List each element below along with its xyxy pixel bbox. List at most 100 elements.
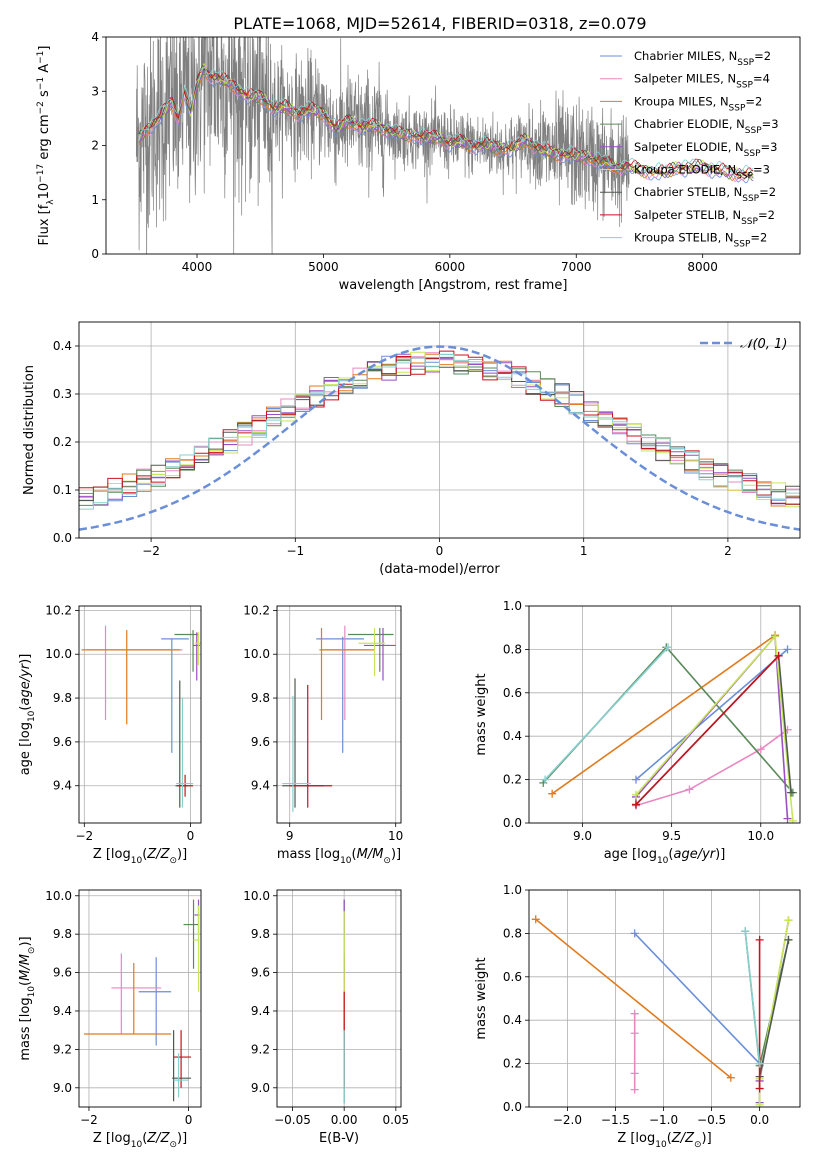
- label-span: =2: [750, 231, 767, 245]
- x-axis-label: (data-model)/error: [379, 562, 500, 577]
- x-tick-label: −0.05: [274, 1113, 311, 1127]
- weight-marker: [664, 643, 673, 652]
- y-tick-label: 9.8: [251, 691, 270, 705]
- label-subscript: ⊙: [169, 1140, 177, 1150]
- x-tick-label: 5000: [308, 260, 339, 274]
- x-tick-label: 10: [388, 829, 403, 843]
- model-spectrum-line-1: [138, 73, 754, 184]
- weight-line-5: [635, 634, 789, 819]
- label-span: =2: [754, 49, 771, 63]
- y-tick-label: 9.4: [53, 1004, 72, 1018]
- label-span: erg cm: [37, 114, 52, 163]
- weight-marker: [726, 1073, 735, 1082]
- y-tick-label: 0: [91, 247, 99, 261]
- label-span: =3: [762, 117, 779, 131]
- label-span: =3: [761, 140, 778, 154]
- label-span: Chabrier ELODIE, N: [634, 117, 745, 131]
- plot-area: [83, 899, 200, 1102]
- weight-line-3: [535, 918, 732, 1079]
- label-subscript: SSP: [744, 149, 761, 159]
- label-span: Kroupa STELIB, N: [634, 231, 734, 245]
- label-span: M/M: [357, 847, 384, 862]
- weight-line-7: [758, 939, 790, 1077]
- weight-marker: [630, 1085, 639, 1094]
- label-span: )]: [18, 936, 33, 946]
- plot-area: [531, 915, 793, 1107]
- x-tick-label: 9: [286, 829, 294, 843]
- grid: [277, 890, 401, 1107]
- y-tick-label: 1.0: [503, 883, 522, 897]
- label-span: )]: [177, 1131, 187, 1146]
- legend-entry: Chabrier STELIB, NSSP=2: [634, 185, 776, 204]
- label-span: =2: [758, 208, 775, 222]
- x-tick-label: 0.05: [382, 1113, 409, 1127]
- mass-vs-ebv-panel: −0.05 0.00 0.05 9.0 9.2 9.4 9.6 9.8 10.0 E(B-V): [243, 889, 409, 1146]
- x-tick-label: 9.5: [662, 829, 681, 843]
- x-tick-label: −2.0: [553, 1113, 582, 1127]
- label-span: s: [37, 90, 52, 101]
- label-subscript: 10: [131, 856, 143, 866]
- label-span: Z/Z: [146, 1131, 170, 1146]
- y-tick-label: 10.0: [243, 647, 270, 661]
- weight-marker: [771, 632, 780, 641]
- model-spectrum-line-8: [138, 68, 754, 176]
- y-tick-label: 4: [91, 30, 99, 44]
- legend-entry: Salpeter MILES, NSSP=4: [634, 72, 770, 91]
- label-span: Salpeter ELODIE, N: [634, 140, 744, 154]
- y-tick-label: 9.2: [53, 1042, 72, 1056]
- x-tick-label: 0.00: [331, 1113, 358, 1127]
- x-tick-label: −2: [142, 544, 160, 558]
- label-subscript: −17: [36, 164, 46, 183]
- label-span: Z [log: [93, 847, 131, 862]
- x-tick-label: −1.5: [601, 1113, 630, 1127]
- label-span: mass weight: [474, 957, 489, 1039]
- gaussian-curve: [79, 345, 800, 531]
- label-span: Kroupa ELODIE, N: [634, 163, 736, 177]
- label-subscript: SSP: [736, 81, 753, 91]
- axes-frame: [276, 889, 402, 1108]
- age-vs-metallicity-panel: −2 09.49.69.810.010.2Z [log10(Z/Z⊙)]age […: [18, 603, 202, 866]
- weight-marker: [783, 814, 792, 823]
- label-span: ]: [37, 46, 52, 51]
- y-tick-label: 9.0: [53, 1081, 72, 1095]
- y-tick-label: 10.0: [45, 889, 72, 903]
- label-subscript: SSP: [729, 103, 746, 113]
- label-subscript: SSP: [737, 58, 754, 68]
- y-tick-label: 1: [91, 193, 99, 207]
- x-tick-label: 0: [187, 829, 195, 843]
- y-tick-label: 0.4: [53, 339, 72, 353]
- y-tick-label: 9.6: [251, 735, 270, 749]
- label-span: wavelength [Angstrom, rest frame]: [339, 278, 568, 293]
- y-tick-label: 9.6: [53, 966, 72, 980]
- axes-frame: [105, 36, 801, 255]
- label-span: (: [18, 706, 33, 711]
- y-tick-label: 10.2: [243, 603, 270, 617]
- plot-layer: 4000 5000 6000 7000 8000 0 1 2 3 4 wavelength [Ang…: [18, 30, 801, 1150]
- label-span: (data-model)/error: [379, 562, 500, 577]
- x-tick-label: 0.0: [750, 1113, 769, 1127]
- x-axis-label: mass [log10(M/M⊙)]: [277, 847, 401, 866]
- x-tick-label: −1.0: [649, 1113, 678, 1127]
- y-tick-label: 9.2: [251, 1042, 270, 1056]
- y-tick-label: 0.2: [503, 773, 522, 787]
- weight-marker: [755, 935, 764, 944]
- weight-marker: [631, 800, 640, 809]
- weight-marker: [783, 645, 792, 654]
- label-span: (: [352, 847, 357, 862]
- y-tick-label: 9.0: [251, 1081, 270, 1095]
- label-span: Salpeter MILES, N: [634, 72, 736, 86]
- y-tick-label: 0.0: [53, 531, 72, 545]
- label-span: Z/Z: [146, 847, 170, 862]
- label-subscript: 10: [340, 856, 352, 866]
- label-subscript: SSP: [736, 172, 753, 182]
- weight-line-2: [635, 729, 788, 807]
- label-span: E(B-V): [319, 1131, 359, 1146]
- label-subscript: 10: [655, 1140, 667, 1150]
- label-span: Z [log: [617, 1131, 655, 1146]
- y-tick-label: 9.4: [251, 1004, 270, 1018]
- label-subscript: SSP: [742, 194, 759, 204]
- histogram-step-9: [79, 354, 800, 510]
- label-span: Salpeter STELIB, N: [634, 208, 741, 222]
